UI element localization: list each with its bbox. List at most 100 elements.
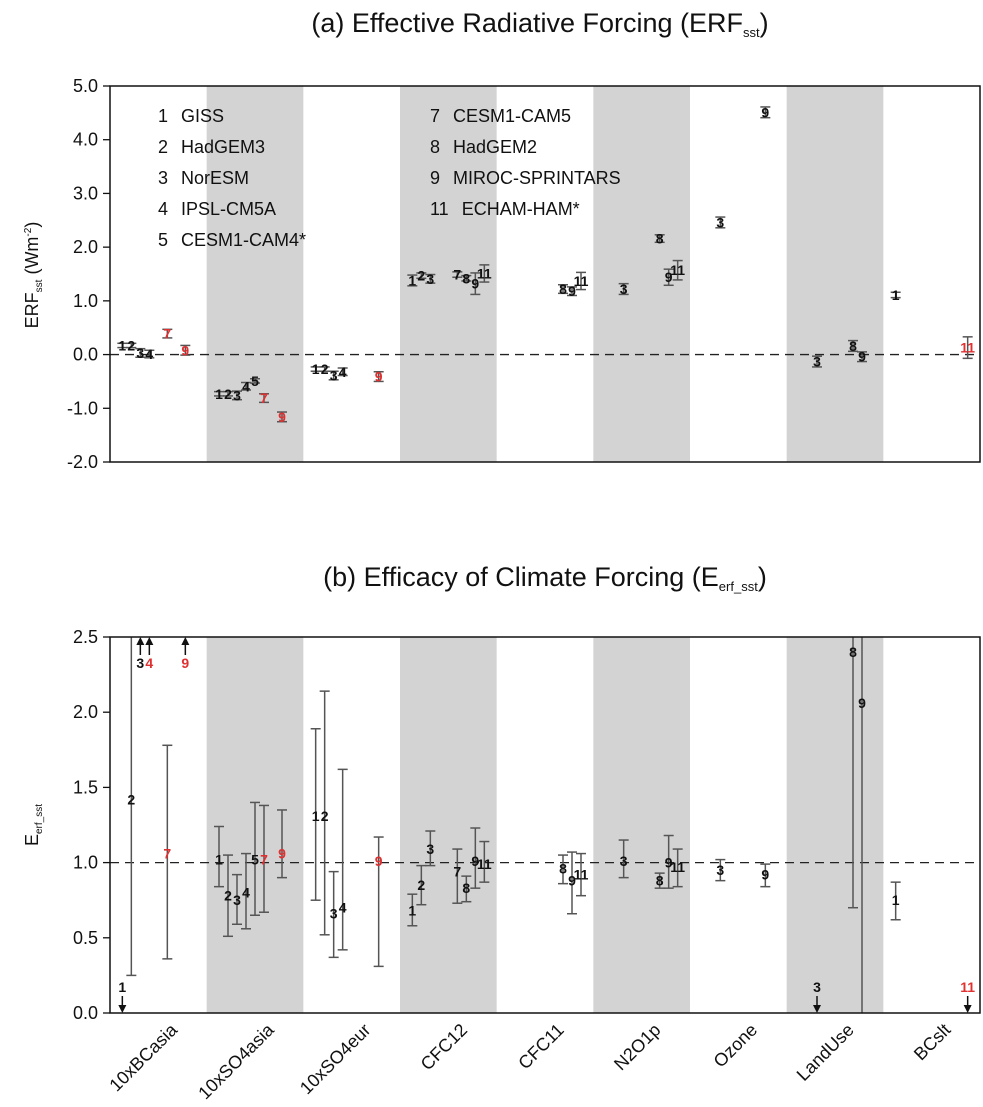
model-marker: 9 (471, 276, 479, 292)
y-tick-label: 4.0 (73, 130, 98, 150)
model-marker: 7 (453, 267, 461, 283)
model-marker: 8 (462, 880, 470, 896)
panel-b-frame (109, 636, 981, 1014)
category-label: 10xSO4eur (296, 1020, 375, 1099)
legend-entry: 2 HadGEM3 (158, 137, 265, 157)
model-marker: 11 (574, 867, 589, 883)
category-label: N2O1p (610, 1020, 664, 1074)
model-marker: 9 (471, 853, 479, 869)
category-label: 10xBCasia (105, 1019, 181, 1095)
y-tick-label: 2.0 (73, 237, 98, 257)
model-marker: 1 (215, 386, 223, 402)
model-marker: 7 (163, 846, 171, 862)
model-marker: 9 (858, 695, 866, 711)
model-marker: 7 (260, 390, 268, 406)
category-label: CFC12 (417, 1020, 471, 1074)
panel-a-frame (109, 85, 981, 463)
model-marker: 1 (892, 892, 900, 908)
model-marker: 7 (260, 852, 268, 868)
model-marker: 11 (670, 859, 685, 875)
model-marker: 2 (127, 791, 135, 807)
model-marker: 3 (813, 979, 821, 995)
background-band (206, 86, 304, 462)
legend-entry: 3 NorESM (158, 168, 249, 188)
model-marker: 2 (321, 361, 329, 377)
model-marker: 1 (118, 979, 126, 995)
y-tick-label: -2.0 (67, 452, 98, 472)
panel-a-ylabel: ERFsst (Wm-2) (22, 222, 45, 329)
model-marker: 1 (408, 903, 416, 919)
model-marker: 2 (127, 337, 135, 353)
offscale-arrowhead (181, 637, 190, 645)
model-marker: 9 (278, 846, 286, 862)
model-marker: 9 (181, 342, 189, 358)
y-tick-label: 0.0 (73, 345, 98, 365)
model-marker: 8 (559, 281, 567, 297)
model-marker: 9 (375, 369, 383, 385)
model-marker: 2 (417, 268, 425, 284)
model-marker: 4 (242, 378, 250, 394)
model-marker: 11 (960, 340, 975, 356)
model-marker: 3 (136, 345, 144, 361)
model-marker: 1 (312, 361, 320, 377)
model-marker: 11 (670, 262, 685, 278)
legend-entry: 9 MIROC-SPRINTARS (430, 168, 621, 188)
background-band (786, 637, 884, 1013)
model-marker: 8 (656, 231, 664, 247)
model-marker: 9 (568, 873, 576, 889)
model-marker: 3 (136, 655, 144, 671)
y-tick-label: 1.5 (73, 777, 98, 797)
y-tick-label: 5.0 (73, 76, 98, 96)
model-marker: 9 (761, 867, 769, 883)
model-marker: 11 (960, 979, 975, 995)
model-marker: 9 (568, 283, 576, 299)
model-marker: 1 (408, 272, 416, 288)
model-marker: 7 (453, 864, 461, 880)
model-marker: 8 (849, 644, 857, 660)
category-label: 10xSO4asia (194, 1019, 278, 1103)
y-tick-label: 2.0 (73, 702, 98, 722)
model-marker: 3 (330, 906, 338, 922)
model-marker: 8 (656, 873, 664, 889)
category-label: Ozone (710, 1020, 762, 1072)
background-band (400, 86, 497, 462)
model-marker: 3 (716, 862, 724, 878)
model-marker: 11 (477, 856, 492, 872)
model-marker: 4 (145, 346, 153, 362)
model-marker: 1 (215, 852, 223, 868)
model-marker: 5 (251, 373, 259, 389)
model-marker: 8 (462, 270, 470, 286)
model-marker: 3 (620, 281, 628, 297)
legend-entry: 7 CESM1-CAM5 (430, 106, 571, 126)
model-marker: 8 (559, 861, 567, 877)
legend-entry: 11 ECHAM-HAM* (430, 199, 580, 219)
legend-entry: 1 GISS (158, 106, 224, 126)
model-marker: 11 (574, 273, 589, 289)
model-marker: 4 (145, 655, 153, 671)
model-marker: 1 (312, 808, 320, 824)
legend-entry: 5 CESM1-CAM4* (158, 230, 306, 250)
background-band (593, 86, 690, 462)
model-marker: 9 (181, 655, 189, 671)
y-tick-label: 0.5 (73, 928, 98, 948)
y-tick-label: 0.0 (73, 1003, 98, 1023)
model-marker: 7 (163, 326, 171, 342)
offscale-arrowhead (813, 1005, 821, 1013)
model-marker: 9 (375, 853, 383, 869)
model-marker: 9 (278, 409, 286, 425)
model-marker: 4 (339, 364, 347, 380)
category-label: CFC11 (514, 1020, 568, 1074)
y-tick-label: 2.5 (73, 627, 98, 647)
model-marker: 5 (251, 852, 259, 868)
offscale-arrowhead (963, 1005, 972, 1013)
model-marker: 9 (761, 104, 769, 120)
background-band (400, 637, 497, 1013)
model-marker: 3 (233, 387, 241, 403)
panel-b-ylabel: Eerf_sst (22, 804, 45, 846)
model-marker: 1 (118, 337, 126, 353)
model-marker: 3 (330, 368, 338, 384)
offscale-arrowhead (136, 637, 145, 645)
